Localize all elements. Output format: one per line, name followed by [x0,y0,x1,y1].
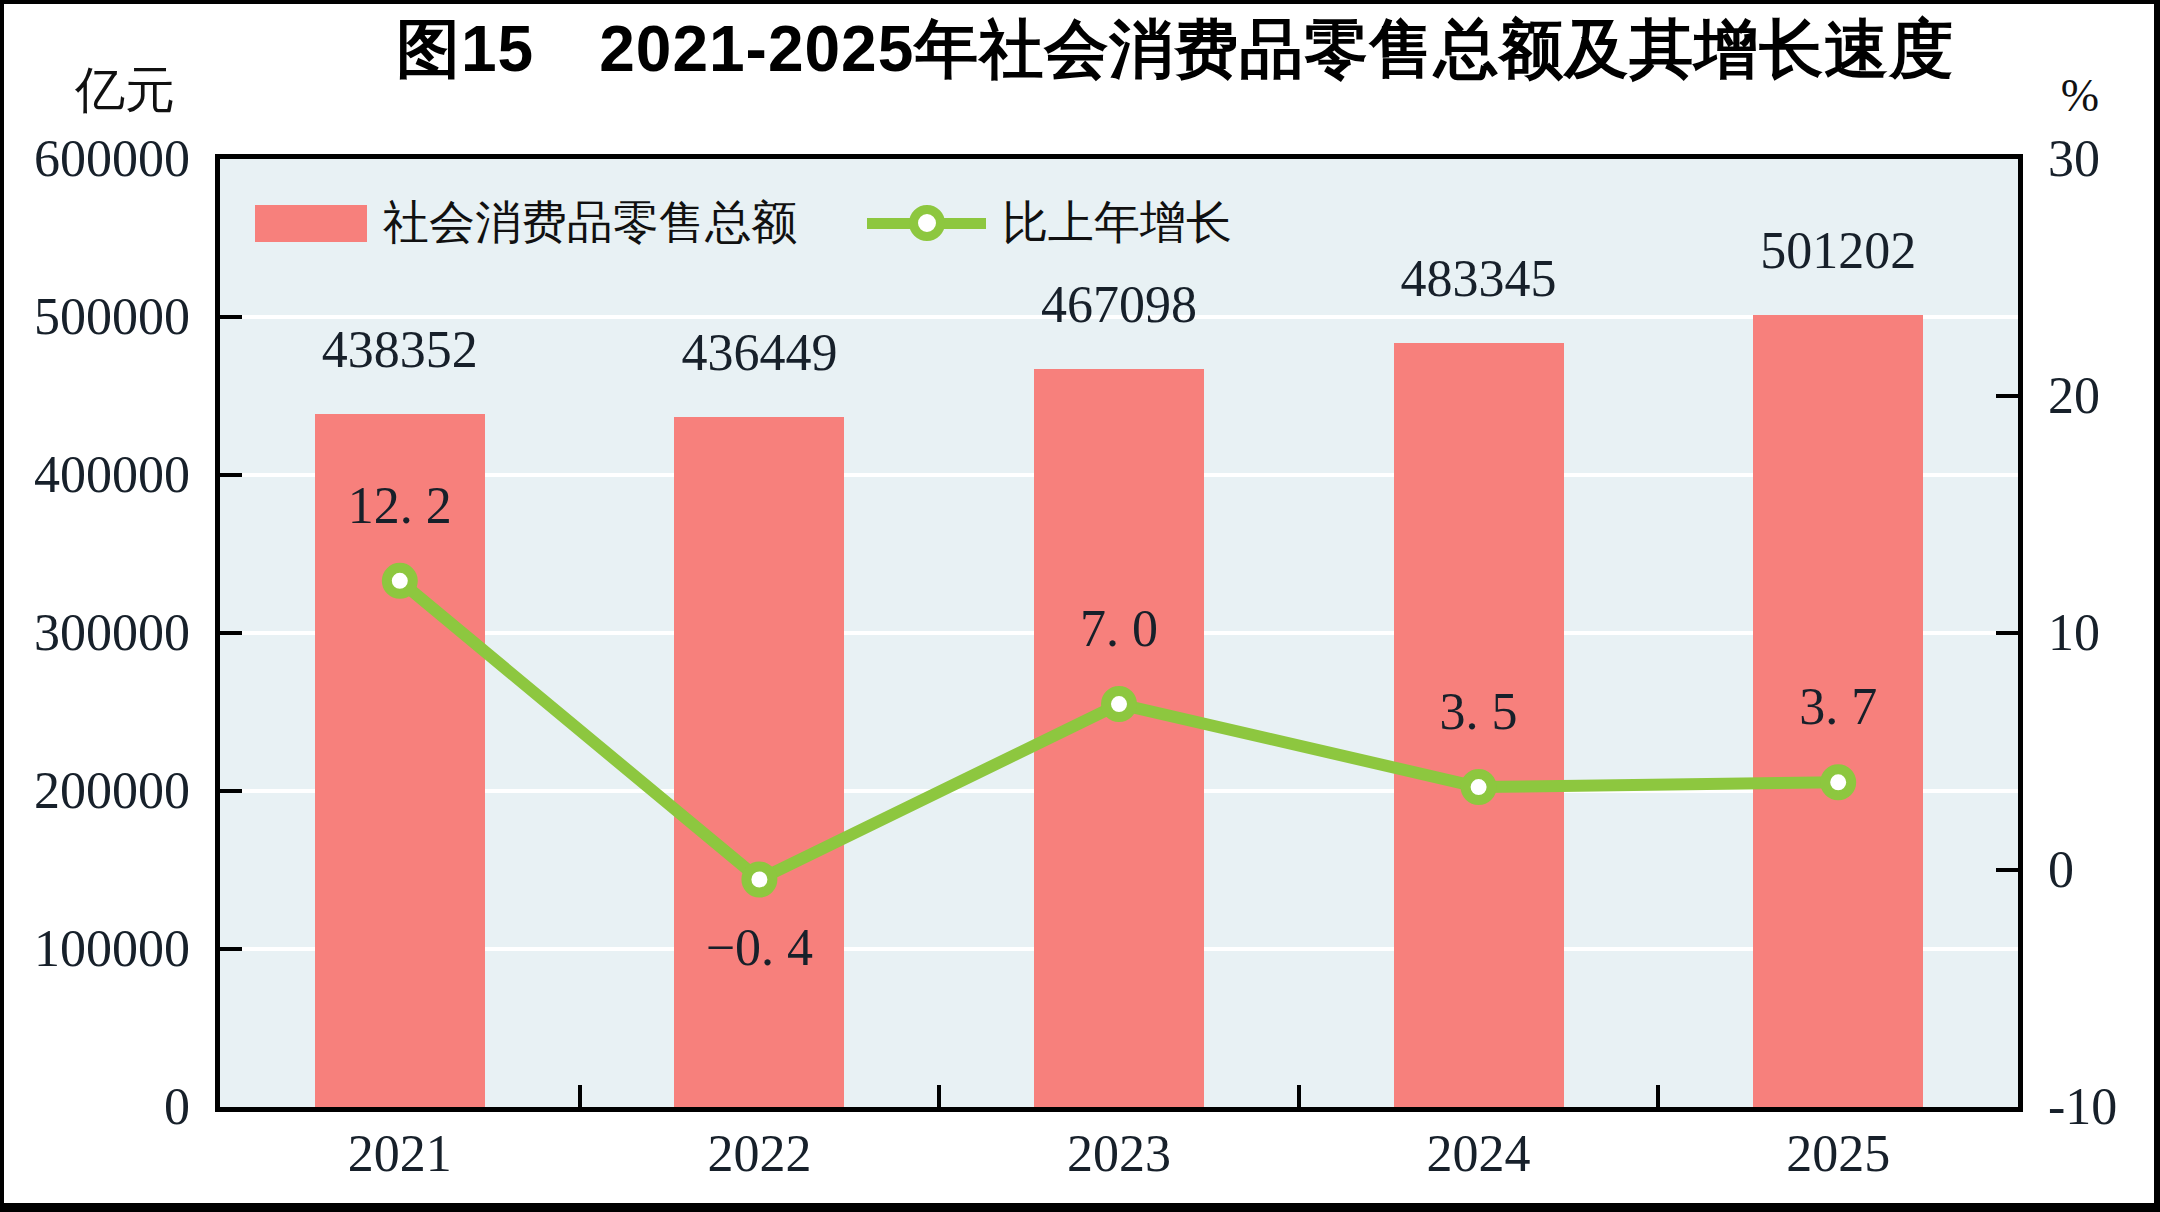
left-axis-label-600000: 600000 [0,129,190,189]
right-axis-label-10: 10 [2048,603,2160,663]
bar-value-label-2025: 501202 [1708,221,1968,281]
left-axis-label-200000: 200000 [0,761,190,821]
figure: 图15 2021-2025年社会消费品零售总额及其增长速度 亿元 % 社会消费品… [0,0,2160,1212]
growth-marker-2022 [746,866,772,892]
left-axis-label-300000: 300000 [0,603,190,663]
bar-value-label-2023: 467098 [989,275,1249,335]
legend-bar-swatch [255,205,367,242]
growth-marker-2025 [1825,769,1851,795]
x-label-2023: 2023 [999,1124,1239,1184]
growth-marker-2024 [1466,774,1492,800]
chart-title: 图15 2021-2025年社会消费品零售总额及其增长速度 [396,16,1954,82]
legend-line-marker [909,205,945,241]
x-label-2024: 2024 [1359,1124,1599,1184]
growth-marker-2021 [387,568,413,594]
x-label-2025: 2025 [1718,1124,1958,1184]
bar-value-label-2022: 436449 [629,323,889,383]
growth-label-2023: 7. 0 [989,599,1249,659]
x-label-2021: 2021 [280,1124,520,1184]
growth-marker-2023 [1106,691,1132,717]
legend: 社会消费品零售总额 比上年增长 [255,199,1232,247]
right-axis-label-0: 0 [2048,840,2160,900]
legend-line-label: 比上年增长 [1002,199,1232,247]
left-axis-unit: 亿元 [40,62,210,118]
left-axis-label-500000: 500000 [0,287,190,347]
legend-bar-label: 社会消费品零售总额 [383,199,797,247]
right-axis-label--10: -10 [2048,1077,2160,1137]
growth-label-2024: 3. 5 [1349,682,1609,742]
growth-label-2022: −0. 4 [629,918,889,978]
left-axis-label-0: 0 [0,1077,190,1137]
right-axis-label-20: 20 [2048,366,2160,426]
growth-label-2025: 3. 7 [1708,677,1968,737]
plot-area: 社会消费品零售总额 比上年增长 438352 436449 467098 483345… [215,154,2023,1112]
right-axis-label-30: 30 [2048,129,2160,189]
bar-value-label-2021: 438352 [270,320,530,380]
legend-line-sample [867,218,986,229]
left-axis-label-400000: 400000 [0,445,190,505]
x-label-2022: 2022 [639,1124,879,1184]
bar-value-label-2024: 483345 [1349,249,1609,309]
right-axis-unit: % [2038,70,2122,122]
growth-label-2021: 12. 2 [270,476,530,536]
left-axis-label-100000: 100000 [0,919,190,979]
